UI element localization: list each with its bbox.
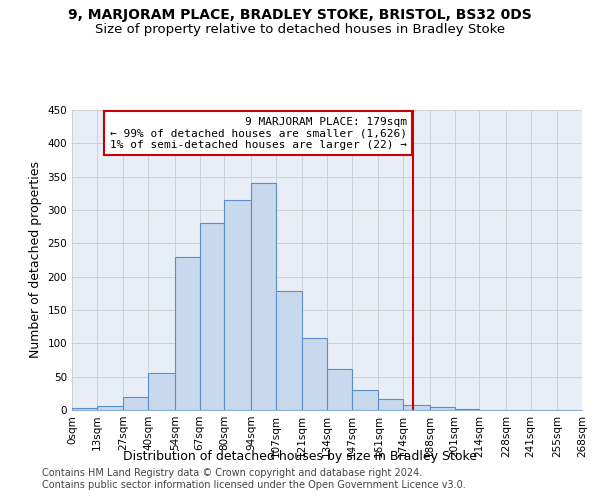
- Y-axis label: Number of detached properties: Number of detached properties: [29, 162, 42, 358]
- Bar: [251, 184, 275, 410]
- Bar: [175, 256, 199, 410]
- Bar: [124, 396, 148, 410]
- Text: Contains public sector information licensed under the Open Government Licence v3: Contains public sector information licen…: [42, 480, 466, 490]
- Bar: [224, 200, 251, 410]
- Bar: [379, 398, 403, 410]
- Bar: [97, 406, 124, 410]
- Bar: [455, 408, 479, 410]
- Text: Contains HM Land Registry data © Crown copyright and database right 2024.: Contains HM Land Registry data © Crown c…: [42, 468, 422, 477]
- Bar: [148, 374, 175, 410]
- Text: Size of property relative to detached houses in Bradley Stoke: Size of property relative to detached ho…: [95, 22, 505, 36]
- Bar: [430, 406, 455, 410]
- Bar: [72, 408, 97, 410]
- Text: 9 MARJORAM PLACE: 179sqm
← 99% of detached houses are smaller (1,626)
1% of semi: 9 MARJORAM PLACE: 179sqm ← 99% of detach…: [110, 116, 407, 150]
- Bar: [275, 292, 302, 410]
- Text: Distribution of detached houses by size in Bradley Stoke: Distribution of detached houses by size …: [123, 450, 477, 463]
- Bar: [199, 224, 224, 410]
- Bar: [302, 338, 327, 410]
- Bar: [403, 406, 430, 410]
- Bar: [327, 368, 352, 410]
- Text: 9, MARJORAM PLACE, BRADLEY STOKE, BRISTOL, BS32 0DS: 9, MARJORAM PLACE, BRADLEY STOKE, BRISTO…: [68, 8, 532, 22]
- Bar: [352, 390, 379, 410]
